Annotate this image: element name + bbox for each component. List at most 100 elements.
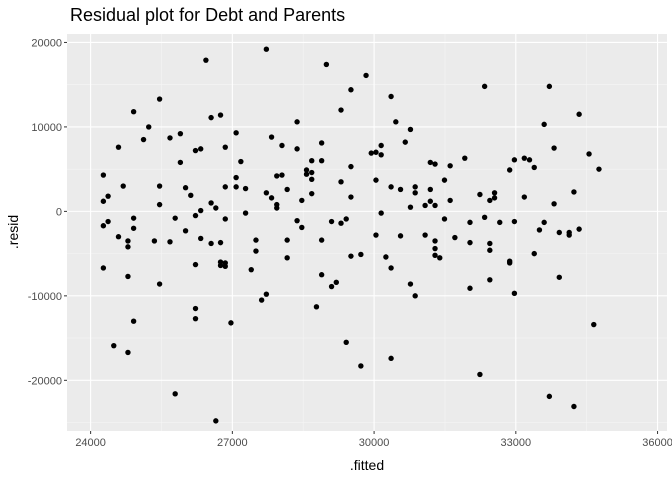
data-point [222, 216, 228, 222]
data-point [130, 318, 137, 324]
data-point [546, 393, 553, 400]
data-point [213, 418, 219, 424]
data-point [274, 173, 280, 179]
data-point [402, 139, 408, 145]
data-point [373, 149, 379, 155]
data-point [268, 134, 275, 140]
data-point [551, 201, 557, 207]
plot-panel [67, 34, 667, 431]
data-point [521, 155, 528, 161]
x-tick-label: 36000 [642, 437, 672, 449]
data-point [274, 205, 280, 211]
data-point [309, 190, 315, 197]
data-point [238, 158, 244, 165]
data-point [437, 255, 443, 261]
data-point [338, 179, 344, 185]
data-point [198, 235, 204, 242]
data-point [303, 171, 310, 177]
data-point [491, 190, 498, 196]
data-point [378, 142, 384, 149]
data-point [432, 202, 438, 209]
data-point [177, 130, 184, 137]
data-point [373, 232, 379, 238]
data-point [338, 220, 344, 226]
data-point [242, 185, 249, 192]
data-point [263, 190, 270, 196]
data-point [263, 291, 270, 297]
data-point [248, 266, 254, 273]
data-point [412, 190, 418, 196]
data-point [348, 163, 354, 170]
x-axis-title: .fitted [350, 457, 384, 473]
data-point [407, 281, 414, 287]
data-point [343, 339, 349, 346]
data-point [151, 238, 158, 244]
data-point [125, 349, 131, 356]
data-point [294, 146, 300, 152]
data-point [125, 238, 131, 244]
data-point [432, 238, 438, 244]
data-point [388, 184, 394, 190]
data-point [348, 253, 354, 259]
data-point [566, 232, 572, 238]
data-point [177, 159, 184, 166]
data-point [156, 201, 163, 208]
data-point [105, 193, 111, 199]
data-point [388, 93, 394, 100]
data-point [467, 239, 473, 246]
data-point [217, 262, 224, 269]
data-point [284, 255, 290, 261]
data-point [233, 184, 239, 190]
y-tick-label: 20000 [31, 37, 62, 49]
data-point [427, 159, 434, 166]
data-point [228, 320, 234, 326]
data-point [412, 293, 418, 299]
data-point [203, 57, 209, 63]
data-point [222, 144, 228, 150]
data-point [167, 135, 173, 141]
data-point [541, 219, 547, 226]
y-tick-label: -20000 [28, 375, 62, 387]
data-point [397, 233, 404, 239]
data-point [120, 183, 126, 189]
y-axis-title: .resid [5, 215, 21, 249]
data-point [546, 83, 553, 90]
data-point [333, 279, 339, 286]
data-point [217, 239, 224, 246]
data-point [358, 363, 364, 369]
data-point [506, 260, 513, 266]
data-point [130, 215, 137, 221]
data-point [208, 200, 214, 206]
data-point [397, 186, 404, 193]
y-tick-label: -10000 [28, 291, 62, 303]
data-point [452, 234, 458, 241]
data-point [487, 247, 493, 253]
data-point [497, 219, 503, 226]
data-point [491, 195, 498, 201]
data-point [383, 254, 389, 260]
data-point [571, 189, 577, 195]
data-point [111, 342, 117, 349]
data-point [303, 167, 310, 173]
data-point [591, 321, 597, 328]
data-point [294, 217, 300, 224]
data-point [125, 244, 131, 250]
data-point [576, 111, 582, 117]
data-point [477, 371, 483, 378]
data-point [412, 184, 418, 190]
data-point [328, 218, 335, 225]
data-point [348, 194, 354, 200]
x-tick-label: 33000 [501, 437, 532, 449]
data-point [172, 215, 178, 221]
data-point [487, 277, 493, 283]
data-point [432, 161, 438, 167]
data-point [172, 391, 178, 397]
data-point [407, 204, 414, 210]
data-point [447, 163, 453, 169]
data-point [115, 144, 122, 150]
data-point [100, 265, 107, 271]
data-point [338, 107, 344, 113]
y-axis-ticks: -20000 -10000 0 10000 20000 [28, 37, 67, 387]
data-point [213, 205, 219, 211]
data-point [378, 152, 384, 158]
